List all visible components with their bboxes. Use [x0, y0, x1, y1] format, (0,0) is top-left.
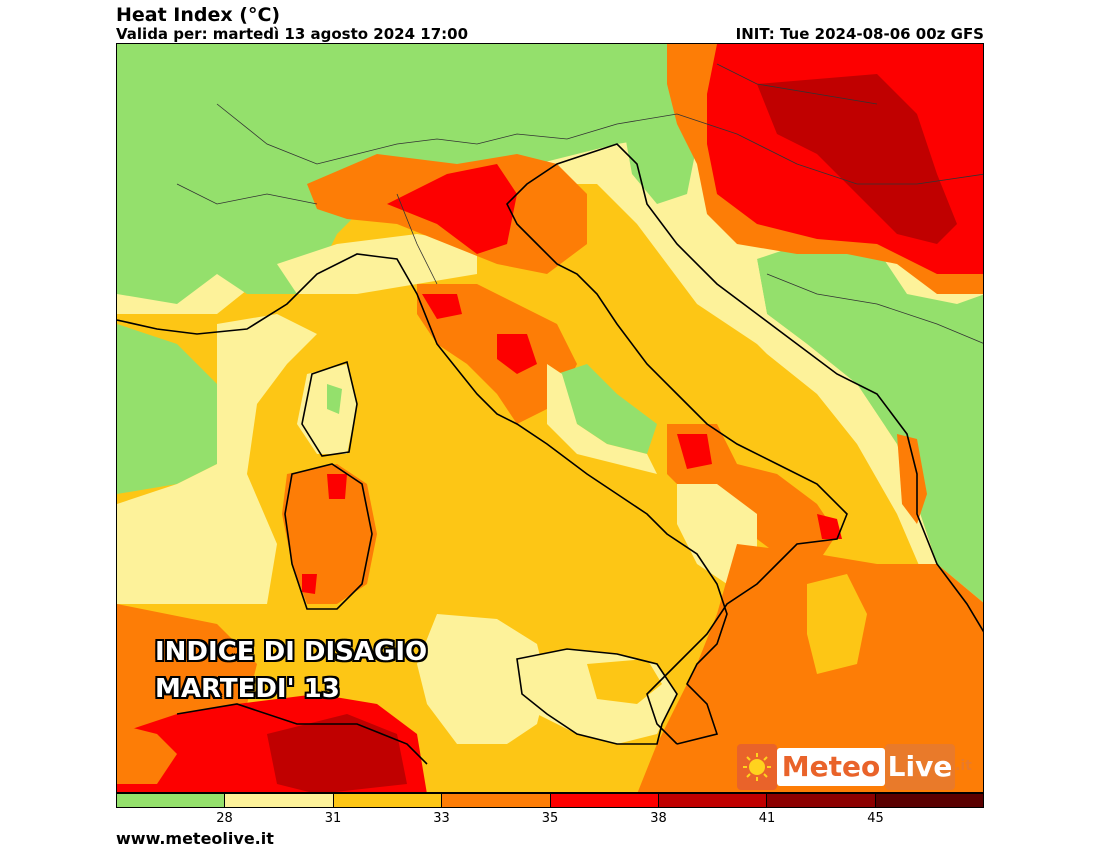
legend-tick-label: 38 — [650, 811, 667, 826]
legend-swatch — [442, 794, 551, 807]
legend-swatch — [333, 794, 443, 807]
legend-swatch — [658, 794, 768, 807]
legend-swatch — [875, 794, 983, 807]
overlay-date: MARTEDI' 13 — [155, 674, 340, 704]
legend-tick-label: 41 — [758, 811, 776, 826]
legend-tick-label: 35 — [541, 811, 559, 826]
map-title: Heat Index (°C) — [116, 4, 281, 26]
overlay-title: INDICE DI DISAGIO — [155, 637, 428, 667]
logo-meteo-text: Meteo — [777, 748, 885, 786]
map-field — [117, 44, 983, 792]
sun-icon — [737, 744, 777, 790]
legend-swatch — [550, 794, 659, 807]
model-init: INIT: Tue 2024-08-06 00z GFS — [735, 25, 984, 43]
legend-swatch — [117, 794, 226, 807]
valid-time: Valida per: martedì 13 agosto 2024 17:00 — [116, 25, 469, 43]
meteolive-logo: Meteo Live .it — [737, 744, 972, 790]
legend-tick-label: 31 — [324, 811, 342, 826]
website-url: www.meteolive.it — [116, 829, 274, 848]
legend-tick-label: 28 — [216, 811, 233, 826]
legend-swatch — [225, 794, 334, 807]
logo-it-text: .it — [955, 758, 972, 774]
logo-live-text: Live — [885, 744, 955, 790]
legend-tick-label: 45 — [867, 811, 884, 826]
heat-index-map: INDICE DI DISAGIO MARTEDI' 13 Meteo Live… — [116, 43, 984, 793]
legend-colorbar — [116, 793, 984, 808]
legend-tick-label: 33 — [433, 811, 450, 826]
legend-swatch — [767, 794, 876, 807]
